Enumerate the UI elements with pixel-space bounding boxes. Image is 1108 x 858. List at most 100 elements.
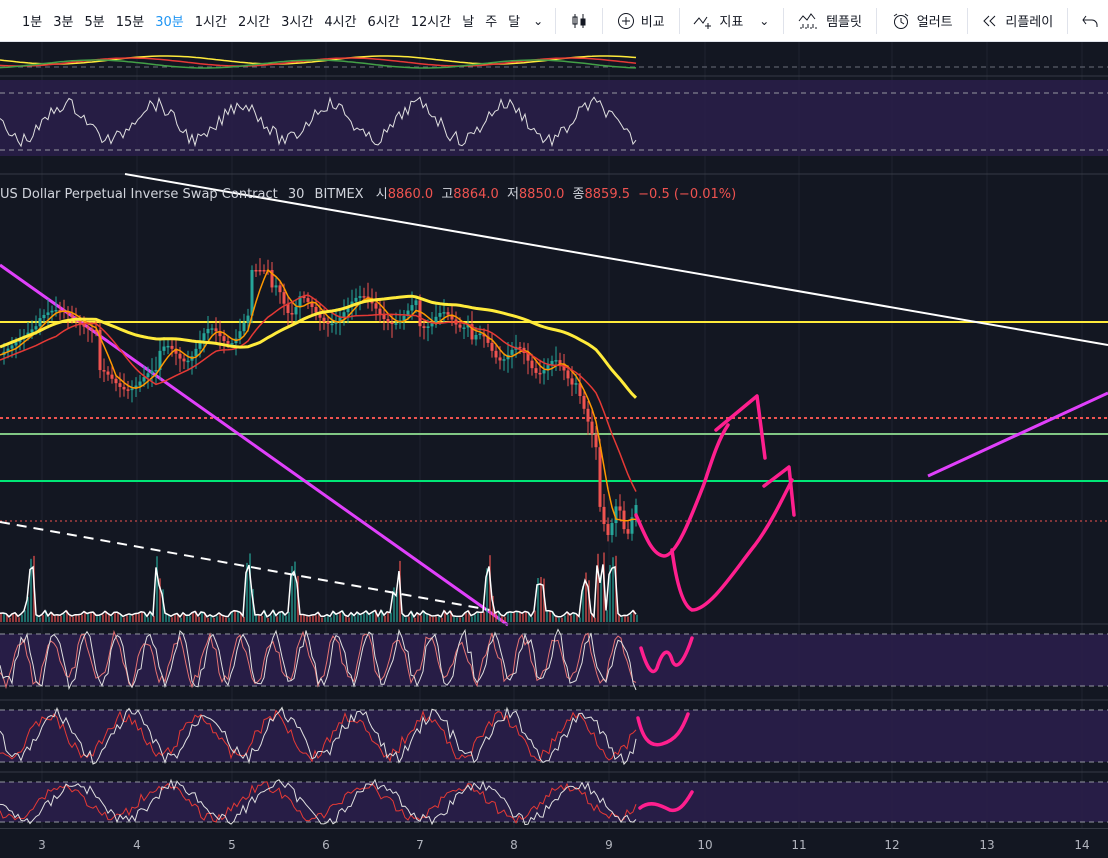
candle-body xyxy=(130,388,134,391)
volume-bar xyxy=(621,617,623,622)
volume-bar xyxy=(396,591,398,622)
candle-body xyxy=(30,329,34,333)
undo-icon xyxy=(1082,15,1098,27)
candle-body xyxy=(118,383,122,387)
candle-body xyxy=(394,323,398,325)
volume-bar xyxy=(273,610,275,622)
volume-bar xyxy=(72,616,74,622)
candle-body xyxy=(274,285,278,288)
interval-6[interactable]: 1시간 xyxy=(194,15,227,30)
candle-body xyxy=(590,421,594,435)
volume-bar xyxy=(24,610,26,622)
volume-bar xyxy=(555,616,557,622)
candle-body xyxy=(574,383,578,385)
interval-10[interactable]: 6시간 xyxy=(367,15,400,30)
volume-bar xyxy=(534,610,536,622)
candle-body xyxy=(534,368,538,373)
volume-bar xyxy=(498,611,500,622)
interval-13[interactable]: 주 xyxy=(485,15,498,30)
oscillator-main-line xyxy=(0,706,637,766)
candle-body xyxy=(58,310,62,312)
undo-button[interactable] xyxy=(1072,0,1108,42)
interval-8[interactable]: 3시간 xyxy=(281,15,314,30)
time-axis-tick: 10 xyxy=(697,838,713,852)
time-axis-tick: 3 xyxy=(38,838,46,852)
candle-body xyxy=(558,360,562,364)
volume-bar xyxy=(573,613,575,622)
volume-bar xyxy=(363,613,365,622)
volume-bar xyxy=(330,617,332,622)
indicators-button[interactable]: 지표 ⌄ xyxy=(683,0,779,42)
toolbar-divider xyxy=(875,7,877,34)
volume-bar xyxy=(630,613,632,622)
drawing-scribble-lower xyxy=(670,478,794,612)
compare-button[interactable]: 비교 xyxy=(607,0,675,42)
candle-body xyxy=(570,378,574,385)
volume-bar xyxy=(456,617,458,622)
candle-body xyxy=(70,314,74,318)
chart-type-button[interactable] xyxy=(560,0,598,42)
volume-bar xyxy=(516,611,518,622)
candle-body xyxy=(634,505,638,518)
interval-2[interactable]: 3분 xyxy=(53,15,74,30)
interval-14[interactable]: 달 xyxy=(508,15,521,30)
drawing-scribble-up xyxy=(634,423,730,558)
volume-bar xyxy=(561,617,563,622)
interval-9[interactable]: 4시간 xyxy=(324,15,357,30)
interval-1[interactable]: 1분 xyxy=(22,15,43,30)
volume-bar xyxy=(381,610,383,622)
candle-body xyxy=(138,381,142,386)
volume-bar xyxy=(369,614,371,622)
chart-canvas[interactable] xyxy=(0,42,1108,828)
candle-body xyxy=(66,311,70,315)
open-value: 8860.0 xyxy=(387,187,434,202)
volume-bar xyxy=(174,614,176,622)
volume-bar xyxy=(528,612,530,622)
volume-bar xyxy=(249,553,251,622)
candle-body xyxy=(494,350,498,358)
candle-body xyxy=(410,305,414,311)
volume-bar xyxy=(54,616,56,622)
indicators-label: 지표 xyxy=(719,15,744,30)
candle-body xyxy=(198,340,202,349)
candle-body xyxy=(50,310,54,313)
candle-body xyxy=(406,310,410,316)
interval-3[interactable]: 5분 xyxy=(84,15,105,30)
volume-bar xyxy=(231,612,233,622)
replay-label: 리플레이 xyxy=(1005,15,1054,30)
candle-body xyxy=(6,348,10,352)
volume-bar xyxy=(30,558,32,622)
candle-body xyxy=(258,270,262,272)
volume-bar xyxy=(117,612,119,622)
volume-bar xyxy=(66,610,68,622)
candle-body xyxy=(218,331,222,337)
candle-body xyxy=(414,300,418,306)
interval-list: 1분 3분 5분 15분 30분 1시간 2시간 3시간 4시간 6시간 12시간 날 주 달 xyxy=(0,0,531,42)
templates-button[interactable]: 템플릿 xyxy=(788,0,872,42)
drawing-w-mark xyxy=(639,636,694,674)
candle-body xyxy=(566,370,570,379)
symbol-name[interactable]: US Dollar Perpetual Inverse Swap Contrac… xyxy=(0,187,278,202)
candle-body xyxy=(102,370,106,372)
volume-bar xyxy=(360,615,362,622)
chevron-down-icon[interactable]: ⌄ xyxy=(533,13,544,28)
replay-button[interactable]: 리플레이 xyxy=(971,0,1063,42)
volume-bar xyxy=(168,615,170,622)
volume-bar xyxy=(255,615,257,622)
candle-body xyxy=(310,301,314,308)
volume-bar xyxy=(420,615,422,622)
volume-bar xyxy=(114,612,116,622)
volume-bar xyxy=(198,616,200,622)
volume-bar xyxy=(75,615,77,622)
volume-bar xyxy=(441,617,443,622)
time-axis[interactable]: 3 4 5 6 7 8 9 10 11 12 13 14 xyxy=(0,828,1108,858)
alert-button[interactable]: 얼러트 xyxy=(881,0,963,42)
volume-bar xyxy=(387,611,389,622)
interval-4[interactable]: 15분 xyxy=(115,15,145,30)
interval-11[interactable]: 12시간 xyxy=(410,15,452,30)
interval-12[interactable]: 날 xyxy=(462,15,475,30)
interval-5[interactable]: 30분 xyxy=(155,15,184,30)
interval-7[interactable]: 2시간 xyxy=(237,15,271,30)
volume-bar xyxy=(525,611,527,622)
volume-bar xyxy=(291,566,293,622)
